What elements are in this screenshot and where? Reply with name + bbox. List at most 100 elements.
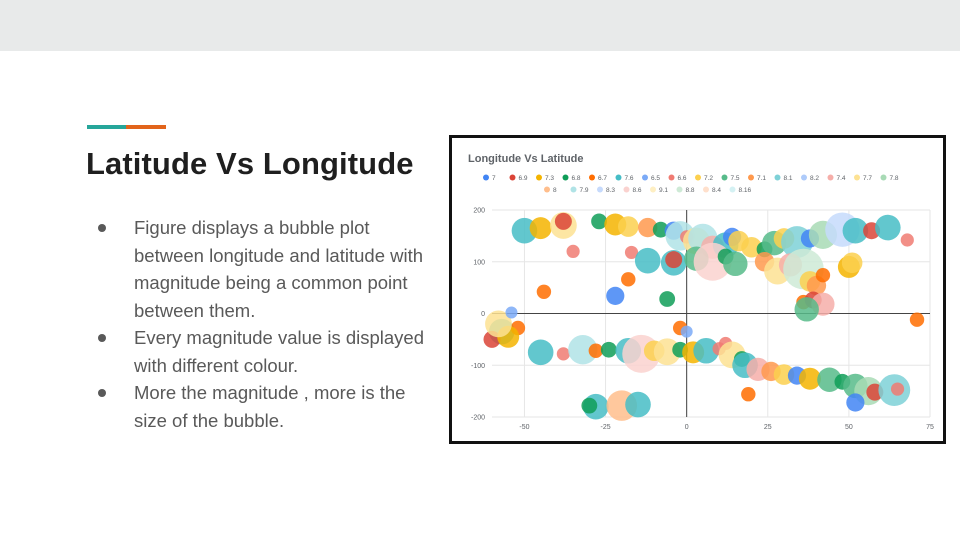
data-bubble: [841, 252, 863, 274]
legend-swatch-icon: [570, 186, 577, 193]
data-bubble: [693, 337, 719, 364]
x-tick-label: 25: [764, 424, 772, 431]
legend-swatch-icon: [668, 174, 675, 181]
legend-label: 6.8: [572, 175, 581, 182]
data-bubble: [588, 343, 604, 358]
data-bubble: [909, 312, 925, 327]
data-bubble: [890, 382, 905, 396]
accent-orange-segment: [126, 125, 166, 129]
legend-swatch-icon: [615, 174, 622, 181]
legend-swatch-icon: [827, 174, 834, 181]
data-bubble: [817, 367, 842, 392]
bullet-dot-icon: [98, 334, 106, 342]
legend-swatch-icon: [676, 186, 683, 193]
legend-swatch-icon: [536, 174, 542, 181]
slide-title: Latitude Vs Longitude: [86, 146, 414, 181]
data-bubble: [556, 347, 570, 361]
legend-label: 6.7: [598, 175, 607, 182]
chart-ticks: -50 -25 0 25 50 75 200 100 0 -100 -200: [471, 208, 934, 432]
chart-legend: 7 6.9 7.3 6.8 6.7 7.6 6.5 6.6 7.2 7.5 7.1 8.1 8.2 7.4…: [483, 174, 899, 194]
data-bubble: [652, 221, 669, 238]
data-bubble: [527, 339, 554, 366]
y-tick-label: 100: [473, 259, 485, 266]
bullet-item: More the magnitude , more is the size of…: [96, 379, 426, 434]
title-accent-bar: [87, 125, 166, 129]
legend-swatch-icon: [650, 186, 656, 193]
legend-label: 9.1: [659, 187, 668, 194]
legend-swatch-icon: [695, 174, 701, 181]
bullet-item: Figure displays a bubble plot between lo…: [96, 214, 426, 324]
data-bubble: [554, 212, 572, 230]
chart-title: Longitude Vs Latitude: [468, 153, 584, 165]
legend-label: 8.4: [712, 187, 721, 194]
legend-label: 7.6: [625, 175, 634, 182]
data-bubble: [634, 247, 661, 274]
y-tick-label: 200: [473, 208, 485, 215]
data-bubble: [794, 297, 819, 322]
legend-label: 8.1: [784, 175, 793, 182]
bubble-chart: Longitude Vs Latitude 7 6.9 7.3 6.8 6.7 7.6 6.…: [468, 153, 934, 432]
data-bubble: [536, 284, 552, 299]
data-bubble: [638, 217, 658, 238]
data-bubble: [723, 251, 748, 277]
legend-swatch-icon: [509, 174, 516, 181]
legend-label: 6.5: [651, 175, 660, 182]
legend-label: 8: [553, 187, 557, 194]
x-tick-label: 50: [845, 424, 853, 431]
accent-teal-segment: [87, 125, 126, 129]
legend-swatch-icon: [854, 174, 860, 181]
data-bubble: [600, 341, 617, 358]
legend-swatch-icon: [589, 174, 595, 181]
bullet-item: Every magnitude value is displayed with …: [96, 324, 426, 379]
data-bubble: [485, 310, 512, 338]
data-bubble: [621, 272, 636, 287]
legend-swatch-icon: [748, 174, 754, 181]
x-tick-label: -25: [600, 424, 610, 431]
legend-label: 7.8: [890, 175, 899, 182]
x-tick-label: 0: [685, 424, 689, 431]
data-bubble: [591, 213, 607, 230]
legend-swatch-icon: [729, 186, 736, 193]
y-tick-label: -100: [471, 363, 485, 370]
legend-label: 8.6: [633, 187, 642, 194]
data-bubble: [798, 367, 821, 390]
legend-swatch-icon: [483, 174, 489, 181]
data-bubble: [900, 233, 914, 247]
top-band: [0, 0, 960, 51]
bullet-text: Figure displays a bubble plot between lo…: [134, 217, 424, 321]
legend-swatch-icon: [703, 186, 709, 193]
data-bubble: [606, 286, 625, 306]
legend-label: 8.3: [606, 187, 615, 194]
legend-label: 8.2: [810, 175, 819, 182]
y-tick-label: 0: [481, 311, 485, 318]
data-bubble: [617, 216, 639, 237]
legend-swatch-icon: [801, 174, 807, 181]
data-bubble: [741, 387, 756, 402]
legend-swatch-icon: [544, 186, 550, 193]
legend-swatch-icon: [623, 186, 630, 193]
legend-swatch-icon: [562, 174, 569, 181]
data-bubble: [659, 291, 676, 307]
data-bubble: [875, 214, 901, 241]
data-bubble: [842, 217, 869, 244]
x-tick-label: -50: [519, 424, 529, 431]
chart-bubbles: [483, 212, 925, 421]
legend-label: 7.2: [704, 175, 713, 182]
data-bubble: [680, 325, 693, 338]
legend-label: 7: [492, 175, 496, 182]
legend-label: 7.3: [545, 175, 554, 182]
legend-label: 7.1: [757, 175, 766, 182]
data-bubble: [846, 393, 865, 412]
data-bubble: [529, 217, 552, 240]
legend-swatch-icon: [597, 186, 603, 193]
chart-frame: Longitude Vs Latitude 7 6.9 7.3 6.8 6.7 7.6 6.…: [449, 135, 946, 444]
y-tick-label: -200: [471, 415, 485, 422]
legend-swatch-icon: [642, 174, 648, 181]
legend-swatch-icon: [774, 174, 781, 181]
data-bubble: [625, 391, 651, 418]
bullet-text: More the magnitude , more is the size of…: [134, 382, 406, 431]
data-bubble: [568, 335, 598, 365]
legend-label: 6.9: [519, 175, 528, 182]
legend-label: 7.4: [837, 175, 846, 182]
bullet-dot-icon: [98, 389, 106, 397]
